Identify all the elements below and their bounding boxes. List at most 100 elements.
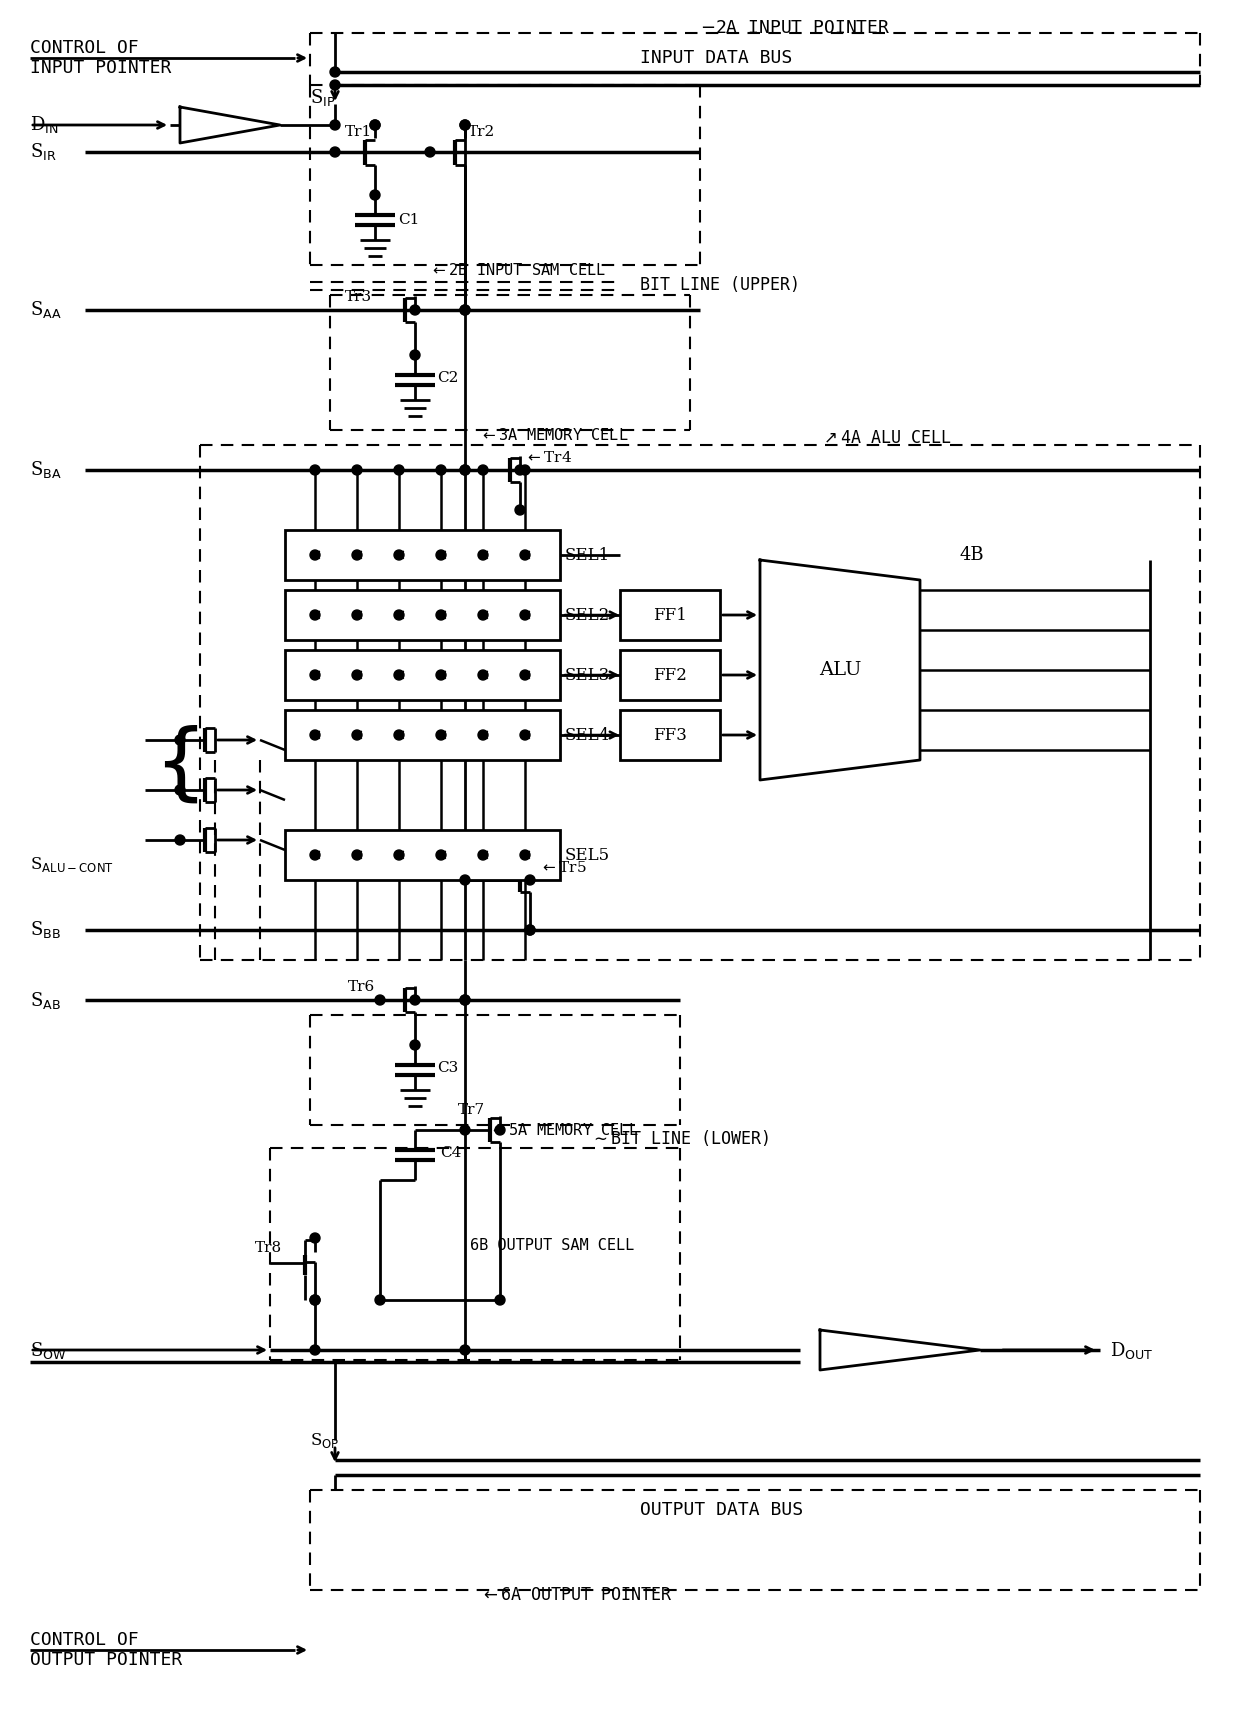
Text: ALU: ALU	[818, 662, 862, 679]
Circle shape	[352, 670, 362, 681]
Circle shape	[525, 876, 534, 886]
Circle shape	[394, 730, 404, 740]
Circle shape	[477, 730, 489, 740]
Text: ×: ×	[309, 545, 321, 564]
Text: FF2: FF2	[653, 667, 687, 684]
Text: Tr8: Tr8	[255, 1241, 283, 1255]
Circle shape	[520, 551, 529, 559]
Text: ×: ×	[477, 845, 489, 865]
Text: ×: ×	[520, 845, 531, 865]
Circle shape	[330, 120, 340, 130]
Circle shape	[515, 465, 525, 475]
Text: ×: ×	[435, 725, 446, 744]
Text: Tr2: Tr2	[467, 125, 495, 139]
Text: INPUT POINTER: INPUT POINTER	[30, 60, 171, 77]
Text: ×: ×	[435, 665, 446, 684]
Text: C1: C1	[398, 214, 419, 227]
Text: FF3: FF3	[653, 727, 687, 744]
Circle shape	[477, 551, 489, 559]
Text: D$_{\rm IN}$: D$_{\rm IN}$	[30, 115, 58, 135]
Text: ×: ×	[309, 845, 321, 865]
Circle shape	[394, 551, 404, 559]
Circle shape	[370, 120, 379, 130]
Text: $\leftarrow$Tr5: $\leftarrow$Tr5	[539, 860, 587, 876]
Text: ×: ×	[477, 545, 489, 564]
Text: ×: ×	[393, 665, 405, 684]
Circle shape	[352, 610, 362, 621]
Circle shape	[352, 850, 362, 860]
Text: C3: C3	[436, 1060, 459, 1076]
Circle shape	[436, 465, 446, 475]
Text: Tr7: Tr7	[458, 1103, 485, 1117]
Bar	[285, 710, 560, 759]
Text: INPUT DATA BUS: INPUT DATA BUS	[640, 50, 792, 67]
Circle shape	[520, 610, 529, 621]
Circle shape	[330, 80, 340, 91]
Text: $\sim$BIT LINE (LOWER): $\sim$BIT LINE (LOWER)	[590, 1129, 769, 1147]
Bar	[285, 590, 560, 640]
Text: ×: ×	[520, 725, 531, 744]
Text: S$_{\rm OP}$: S$_{\rm OP}$	[310, 1431, 340, 1450]
Circle shape	[374, 1294, 384, 1305]
Text: ×: ×	[435, 845, 446, 865]
Text: OUTPUT POINTER: OUTPUT POINTER	[30, 1650, 182, 1669]
Circle shape	[520, 850, 529, 860]
Circle shape	[310, 610, 320, 621]
Text: OUTPUT DATA BUS: OUTPUT DATA BUS	[640, 1501, 804, 1518]
Circle shape	[460, 120, 470, 130]
Circle shape	[310, 1233, 320, 1243]
Text: SEL2: SEL2	[565, 607, 610, 624]
Text: ×: ×	[309, 725, 321, 744]
Text: ×: ×	[393, 725, 405, 744]
Text: ×: ×	[351, 545, 363, 564]
Bar	[285, 530, 560, 580]
Text: ×: ×	[520, 605, 531, 624]
Circle shape	[394, 670, 404, 681]
Circle shape	[520, 670, 529, 681]
Circle shape	[460, 304, 470, 315]
Bar	[285, 829, 560, 881]
Text: $\leftarrow$3A MEMORY CELL: $\leftarrow$3A MEMORY CELL	[480, 428, 629, 443]
Text: ×: ×	[477, 725, 489, 744]
Text: Tr6: Tr6	[348, 980, 376, 994]
Text: $\leftarrow$6A OUTPUT POINTER: $\leftarrow$6A OUTPUT POINTER	[480, 1585, 672, 1604]
Circle shape	[460, 304, 470, 315]
Circle shape	[477, 610, 489, 621]
Circle shape	[310, 670, 320, 681]
Circle shape	[175, 735, 185, 746]
Text: S$_{\rm IP}$: S$_{\rm IP}$	[310, 87, 336, 108]
Circle shape	[330, 147, 340, 157]
Circle shape	[410, 995, 420, 1005]
Circle shape	[477, 850, 489, 860]
Text: $\leftarrow$2B INPUT SAM CELL: $\leftarrow$2B INPUT SAM CELL	[430, 262, 606, 279]
Circle shape	[460, 465, 470, 475]
Circle shape	[310, 1346, 320, 1354]
Bar	[620, 650, 720, 699]
Circle shape	[436, 850, 446, 860]
Text: ×: ×	[393, 605, 405, 624]
Circle shape	[175, 785, 185, 795]
Circle shape	[436, 610, 446, 621]
Circle shape	[374, 995, 384, 1005]
Circle shape	[410, 304, 420, 315]
Text: S$_{\rm IR}$: S$_{\rm IR}$	[30, 142, 57, 162]
Circle shape	[460, 465, 470, 475]
Polygon shape	[180, 108, 280, 144]
Text: {: {	[155, 725, 205, 805]
Text: $\mathit{-}$2A INPUT POINTER: $\mathit{-}$2A INPUT POINTER	[701, 19, 890, 38]
Text: Tr1: Tr1	[345, 125, 372, 139]
Circle shape	[460, 1346, 470, 1354]
Circle shape	[520, 730, 529, 740]
Text: $\leftarrow$Tr4: $\leftarrow$Tr4	[525, 450, 572, 465]
Text: S$_{\rm OW}$: S$_{\rm OW}$	[30, 1339, 67, 1361]
Text: $\leftarrow$5A MEMORY CELL: $\leftarrow$5A MEMORY CELL	[490, 1122, 639, 1137]
Text: C2: C2	[436, 371, 459, 385]
Circle shape	[425, 147, 435, 157]
Circle shape	[370, 190, 379, 200]
Text: ×: ×	[477, 665, 489, 684]
Text: ×: ×	[520, 665, 531, 684]
Circle shape	[410, 1040, 420, 1050]
Circle shape	[460, 120, 470, 130]
Text: S$_{\rm AB}$: S$_{\rm AB}$	[30, 990, 61, 1011]
Circle shape	[477, 670, 489, 681]
